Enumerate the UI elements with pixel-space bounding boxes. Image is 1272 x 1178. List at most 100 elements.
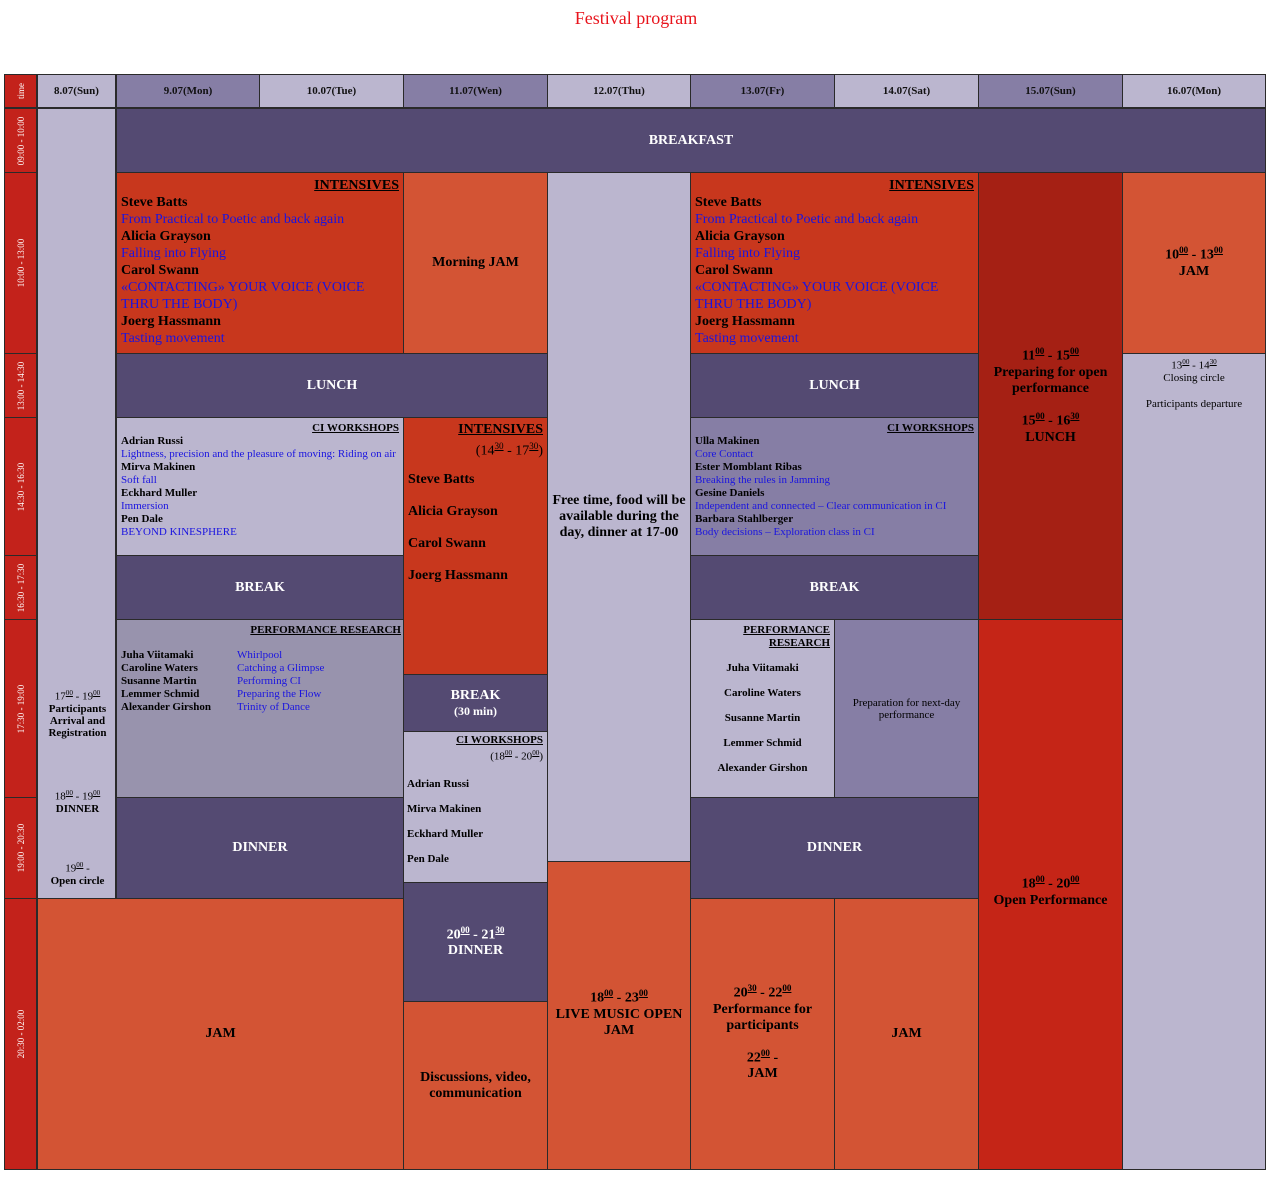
fri-performance-label: Performance for participants xyxy=(712,1001,813,1033)
sat-prep-cell: Preparation for next-day performance xyxy=(834,619,979,798)
intensives-fri-sat: INTENSIVES Steve Batts From Practical to… xyxy=(690,172,979,354)
break-cell: BREAK xyxy=(690,555,979,620)
teacher-name: Joerg Hassmann xyxy=(121,314,221,329)
open-performance-cell: 1800 - 2000 Open Performance xyxy=(978,619,1123,1170)
teacher-name: Pen Dale xyxy=(407,852,449,865)
teacher-name: Susanne Martin xyxy=(121,675,197,687)
ci-workshops-title: CI WORKSHOPS xyxy=(312,422,399,434)
time-slot: 20:30 - 02:00 xyxy=(4,898,37,1170)
day-header: 11.07(Wen) xyxy=(403,74,548,108)
teacher-name: Steve Batts xyxy=(121,195,188,210)
arrival-label: Participants Arrival and Registration xyxy=(48,702,107,739)
discussions-cell: Discussions, video, communication xyxy=(403,1001,548,1170)
time-slot: 13:00 - 14:30 xyxy=(4,353,37,418)
live-music-cell: 1800 - 2300 LIVE MUSIC OPEN JAM xyxy=(547,861,691,1170)
open-circle-block: 1900 - Open circle xyxy=(38,861,115,887)
course-title: Tasting movement xyxy=(121,331,225,346)
teacher-name: Ulla Makinen xyxy=(695,435,760,447)
teacher-name: Joerg Hassmann xyxy=(408,567,508,583)
course-title: «CONTACTING» YOUR VOICE (VOICE THRU THE … xyxy=(121,280,365,312)
teacher-name: Carol Swann xyxy=(695,263,773,278)
teacher-name: Steve Batts xyxy=(408,471,475,487)
performance-research-mon-tue: PERFORMANCE RESEARCH Juha Viitamaki Whir… xyxy=(116,619,404,798)
course-title: From Practical to Poetic and back again xyxy=(121,212,345,227)
sun2-prep-cell: 1100 - 1500 Preparing for open performan… xyxy=(978,172,1123,620)
wed-intensives-time: (1430 - 1730) xyxy=(475,441,543,459)
open-performance-label: Open Performance xyxy=(993,892,1108,908)
intensives-title: INTENSIVES xyxy=(314,178,399,193)
breakfast-cell: BREAKFAST xyxy=(116,108,1266,173)
live-music-label: LIVE MUSIC OPEN JAM xyxy=(555,1006,683,1038)
lunch-cell: LUNCH xyxy=(690,353,979,418)
departure-label: Participants departure xyxy=(1145,397,1243,410)
sun2-prep-label: Preparing for open performance xyxy=(993,365,1108,396)
fri-jam-label: JAM xyxy=(747,1066,778,1082)
teacher-name: Gesine Daniels xyxy=(695,487,765,499)
teacher-name: Alexander Girshon xyxy=(717,762,808,774)
intensives-mon-tue: INTENSIVES Steve Batts From Practical to… xyxy=(116,172,404,354)
fri-performance-cell: 2030 - 2200 Performance for participants… xyxy=(690,898,835,1170)
course-title: Performing CI xyxy=(237,675,301,687)
time-slot: 17:30 - 19:00 xyxy=(4,619,37,798)
teacher-name: Alexander Girshon xyxy=(121,701,211,713)
teacher-name: Caroline Waters xyxy=(121,662,198,674)
time-slot: 16:30 - 17:30 xyxy=(4,555,37,620)
intensives-title: INTENSIVES xyxy=(889,178,974,193)
course-title: Trinity of Dance xyxy=(237,701,310,713)
day-header: 15.07(Sun) xyxy=(978,74,1123,108)
time-header: time xyxy=(4,74,37,108)
time-slot: 19:00 - 20:30 xyxy=(4,797,37,899)
teacher-name: Caroline Waters xyxy=(724,687,801,699)
sat-jam-cell: JAM xyxy=(834,898,979,1170)
teacher-name: Eckhard Muller xyxy=(407,827,484,840)
lunch-cell: LUNCH xyxy=(116,353,548,418)
day-header: 13.07(Fr) xyxy=(690,74,835,108)
dinner-cell: DINNER xyxy=(690,797,979,899)
wed-dinner-label: DINNER xyxy=(447,943,504,959)
course-title: Preparing the Flow xyxy=(237,688,322,700)
day-header: 9.07(Mon) xyxy=(116,74,260,108)
perf-row: Alexander Girshon Trinity of Dance xyxy=(121,701,401,714)
teacher-name: Barbara Stahlberger xyxy=(695,513,794,525)
teacher-name: Mirva Makinen xyxy=(407,802,482,815)
open-circle-label: Open circle xyxy=(50,874,105,887)
course-title: «CONTACTING» YOUR VOICE (VOICE THRU THE … xyxy=(695,280,939,312)
course-title: Independent and connected – Clear commun… xyxy=(695,500,947,512)
perf-row: Juha Viitamaki Whirlpool xyxy=(121,649,401,662)
wed-break-cell: BREAK (30 min) xyxy=(403,674,548,732)
course-title: Falling into Flying xyxy=(121,246,227,261)
teacher-name: Susanne Martin xyxy=(724,712,801,724)
jam-cell: JAM xyxy=(37,898,404,1170)
teacher-name: Steve Batts xyxy=(695,195,762,210)
teacher-name: Juha Viitamaki xyxy=(726,662,799,674)
teacher-name: Carol Swann xyxy=(121,263,199,278)
day-header: 12.07(Thu) xyxy=(547,74,691,108)
course-title: Core Contact xyxy=(695,448,754,460)
sun-arrival-cell: 1700 - 1900 Participants Arrival and Reg… xyxy=(37,108,116,899)
course-title: Whirlpool xyxy=(237,649,283,661)
course-title: Tasting movement xyxy=(695,331,799,346)
arrival-block: 1700 - 1900 Participants Arrival and Reg… xyxy=(38,689,115,739)
course-title: Catching a Glimpse xyxy=(237,662,325,674)
wed-ci-workshops: CI WORKSHOPS (1800 - 2000) Adrian Russi … xyxy=(403,731,548,883)
ci-workshops-title: CI WORKSHOPS xyxy=(456,734,543,746)
teacher-name: Juha Viitamaki xyxy=(121,649,194,661)
day-header: 10.07(Tue) xyxy=(259,74,404,108)
teacher-name: Eckhard Muller xyxy=(121,487,198,499)
closing-circle-label: Closing circle xyxy=(1163,371,1225,384)
sun-dinner-block: 1800 - 1900 DINNER xyxy=(38,789,115,815)
teacher-name: Lemmer Schmid xyxy=(723,737,802,749)
wed-break-label: BREAK xyxy=(450,687,501,703)
free-time-cell: Free time, food will be available during… xyxy=(547,172,691,862)
ci-workshops-title: CI WORKSHOPS xyxy=(887,422,974,434)
wed-intensives: INTENSIVES (1430 - 1730) Steve Batts Ali… xyxy=(403,417,548,675)
teacher-name: Ester Momblant Ribas xyxy=(695,461,802,473)
perf-row: Lemmer Schmid Preparing the Flow xyxy=(121,688,401,701)
performance-research-fri: PERFORMANCE RESEARCH Juha Viitamaki Caro… xyxy=(690,619,835,798)
course-title: BEYOND KINESPHERE xyxy=(121,526,237,538)
time-slot: 10:00 - 13:00 xyxy=(4,172,37,354)
ci-workshops-mon-tue: CI WORKSHOPS Adrian Russi Lightness, pre… xyxy=(116,417,404,556)
morning-jam: Morning JAM xyxy=(403,172,548,354)
teacher-name: Mirva Makinen xyxy=(121,461,196,473)
mon2-jam-label: JAM xyxy=(1178,263,1210,279)
